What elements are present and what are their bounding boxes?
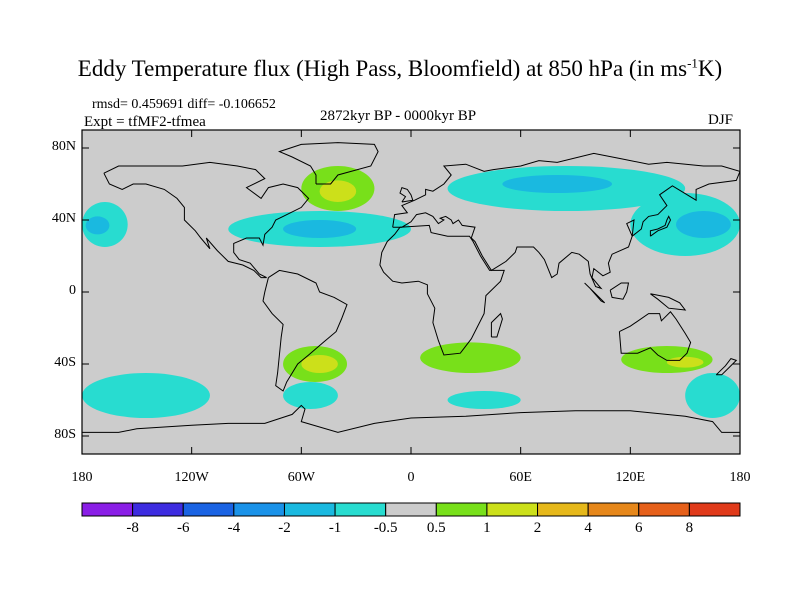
colorbar-label: -8 bbox=[126, 520, 139, 536]
x-tick-label: 60E bbox=[509, 470, 532, 485]
y-tick-label: 80S bbox=[54, 427, 76, 442]
axis-ticks bbox=[81, 130, 741, 454]
colorbar-swatch bbox=[688, 502, 741, 517]
coastline-antarctica bbox=[82, 404, 740, 433]
colorbar-swatch bbox=[81, 502, 134, 517]
coastline-eurasia bbox=[392, 152, 740, 290]
colorbar-swatch bbox=[233, 502, 285, 517]
flux-regions bbox=[82, 166, 740, 418]
region-northwest-pacific-core bbox=[676, 211, 731, 238]
region-southern-ocean-indian bbox=[447, 391, 521, 409]
coastline-sumatra bbox=[584, 282, 606, 304]
x-tick-label: 60W bbox=[287, 470, 315, 485]
region-south-america-core bbox=[301, 355, 338, 373]
coastline-new-guinea bbox=[650, 293, 687, 311]
region-greenland-positive-core bbox=[319, 180, 357, 202]
colorbar-label: 4 bbox=[584, 520, 592, 536]
colorbar-label: 0.5 bbox=[426, 520, 446, 536]
colorbar-label: -4 bbox=[227, 520, 241, 536]
y-tick-label: 40N bbox=[51, 211, 76, 226]
coastline-uk bbox=[399, 186, 414, 203]
colorbar-label: 6 bbox=[635, 520, 643, 536]
region-siberia-core bbox=[502, 175, 613, 193]
colorbar-label: -0.5 bbox=[373, 520, 398, 536]
x-tick-label: 180 bbox=[71, 470, 93, 485]
colorbar-swatch bbox=[283, 502, 336, 517]
colorbar-swatch bbox=[334, 502, 387, 517]
colorbar-swatch bbox=[132, 502, 184, 517]
colorbar-swatch bbox=[435, 502, 488, 517]
coastline-australia bbox=[618, 311, 692, 361]
colorbar-swatch bbox=[537, 502, 589, 517]
region-southern-ocean-pacific bbox=[82, 373, 210, 418]
colorbar-label: -6 bbox=[176, 520, 190, 536]
coastline-south-america bbox=[262, 269, 348, 392]
x-tick-label: 180 bbox=[729, 470, 751, 485]
stats-label: rmsd= 0.459691 diff= -0.106652 bbox=[92, 97, 276, 112]
colorbar-swatch bbox=[182, 502, 235, 517]
colorbar-label: 2 bbox=[533, 520, 542, 536]
region-north-pacific-band-west-core bbox=[85, 216, 110, 235]
colorbar-label: -1 bbox=[328, 520, 342, 536]
y-tick-label: 40S bbox=[54, 355, 76, 370]
x-tick-label: 120E bbox=[615, 470, 646, 485]
coastline-japan bbox=[649, 215, 672, 237]
y-tick-label: 80N bbox=[51, 139, 76, 154]
x-tick-label: 120W bbox=[174, 470, 209, 485]
region-southern-ocean-atlantic bbox=[283, 382, 338, 409]
region-south-africa-positive bbox=[420, 342, 521, 374]
colorbar-label: 8 bbox=[685, 520, 694, 536]
coastline-madagascar bbox=[490, 312, 503, 338]
colorbar-swatch bbox=[638, 502, 690, 517]
coastline-borneo bbox=[609, 282, 630, 300]
region-north-atlantic-core bbox=[283, 220, 357, 238]
region-australia-core bbox=[666, 356, 704, 368]
region-southern-ocean-tasman bbox=[685, 373, 740, 418]
coastline-greenland bbox=[277, 142, 379, 185]
plot-title: Eddy Temperature flux (High Pass, Bloomf… bbox=[77, 55, 723, 81]
colorbar bbox=[81, 502, 741, 517]
colorbar-label: -2 bbox=[278, 520, 291, 536]
coastlines bbox=[82, 142, 740, 433]
coastline-new-zealand bbox=[715, 358, 738, 376]
coastline-africa bbox=[379, 224, 505, 356]
season-label: DJF bbox=[708, 112, 734, 128]
colorbar-swatch bbox=[587, 502, 640, 517]
y-tick-label: 0 bbox=[69, 283, 76, 298]
coastline-north-america bbox=[103, 161, 310, 279]
experiment-label: Expt = tfMF2-tfmea bbox=[84, 114, 206, 130]
x-tick-label: 0 bbox=[407, 470, 415, 485]
colorbar-swatch bbox=[486, 502, 539, 517]
colorbar-label: 1 bbox=[483, 520, 491, 536]
period-label: 2872kyr BP - 0000kyr BP bbox=[320, 108, 477, 124]
colorbar-swatch bbox=[385, 502, 437, 517]
